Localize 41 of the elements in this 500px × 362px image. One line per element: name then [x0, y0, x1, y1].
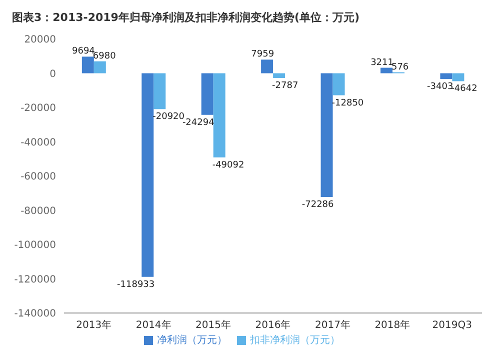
bar [273, 73, 286, 78]
x-tick-label: 2019Q3 [432, 320, 472, 332]
y-tick-label: -60000 [20, 172, 56, 183]
y-tick-label: -80000 [20, 206, 56, 217]
bar [201, 73, 214, 115]
data-label: 7959 [251, 50, 274, 60]
data-label: 576 [391, 62, 409, 72]
x-tick-label: 2016年 [255, 319, 291, 332]
bar [452, 73, 464, 82]
x-tick-label: 2014年 [136, 319, 172, 332]
bar [440, 73, 452, 80]
x-tick-label: 2013年 [76, 319, 112, 332]
bar [380, 68, 392, 74]
legend-label: 净利润（万元） [157, 335, 227, 346]
bar [320, 73, 333, 198]
bar [261, 60, 274, 74]
bar [142, 73, 154, 277]
data-label: -118933 [117, 280, 155, 290]
y-tick-label: -20000 [20, 103, 56, 114]
y-tick-label: -40000 [20, 137, 56, 148]
data-label: -4642 [451, 84, 478, 94]
data-label: -72286 [302, 200, 334, 210]
bar [94, 61, 106, 74]
data-label: -49092 [212, 160, 244, 170]
bar [154, 73, 166, 110]
bar [213, 73, 226, 158]
data-label: -3403 [427, 82, 454, 92]
y-tick-label: -100000 [14, 240, 56, 252]
x-tick-label: 2017年 [314, 319, 350, 332]
y-tick-label: 0 [50, 68, 56, 80]
x-tick-label: 2015年 [196, 319, 232, 332]
bar [332, 73, 345, 96]
y-tick-label: -120000 [14, 274, 56, 286]
x-tick-label: 2018年 [374, 319, 410, 332]
legend-label: 扣非净利润（万元） [250, 335, 340, 346]
data-label: -2787 [272, 81, 298, 92]
bar [82, 56, 94, 74]
chart-title: 图表3：2013-2019年归母净利润及扣非净利润变化趋势(单位：万元) [11, 10, 361, 25]
data-label: 3211 [370, 58, 394, 68]
y-tick-label: 20000 [24, 34, 56, 46]
y-tick-label: -140000 [14, 308, 56, 320]
